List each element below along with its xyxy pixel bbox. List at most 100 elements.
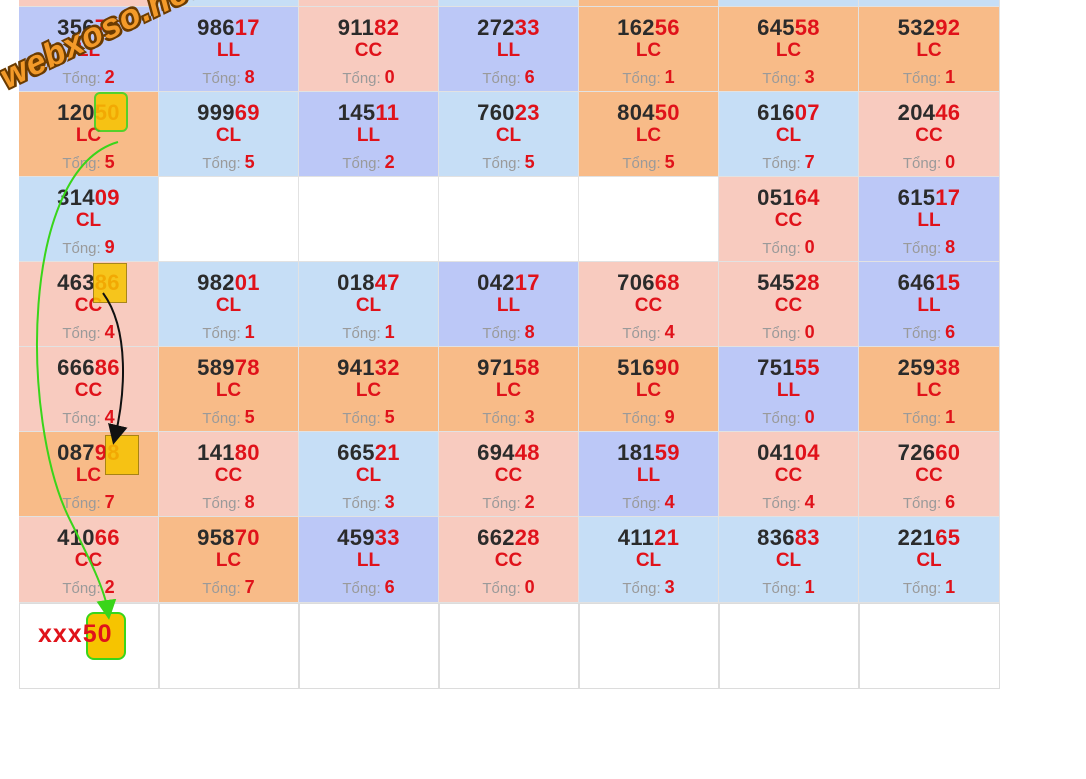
top-strip-cell <box>719 0 859 7</box>
total-label: Tổng: <box>482 410 521 427</box>
result-number: 14511 <box>299 100 438 126</box>
result-cell: 61517 LL Tổng: 8 <box>859 177 1000 262</box>
empty-cell <box>159 177 299 262</box>
total-line: Tổng: 5 <box>159 407 298 428</box>
result-cell: 64558 LC Tổng: 3 <box>719 7 859 92</box>
result-cell: 98617 LL Tổng: 8 <box>159 7 299 92</box>
result-cell: 80450 LC Tổng: 5 <box>579 92 719 177</box>
empty-cell <box>439 177 579 262</box>
total-value: 0 <box>524 577 535 597</box>
result-number: 27233 <box>439 15 578 41</box>
result-cell: 41121 CL Tổng: 3 <box>579 517 719 603</box>
total-line: Tổng: 8 <box>439 322 578 343</box>
number-suffix: 48 <box>514 440 540 465</box>
total-label: Tổng: <box>482 155 521 172</box>
result-cell: 66228 CC Tổng: 0 <box>439 517 579 603</box>
number-prefix: 694 <box>477 440 515 465</box>
parity-type: LC <box>916 380 942 401</box>
parity-type: LL <box>917 210 941 231</box>
empty-cell <box>439 603 579 689</box>
result-number: 18159 <box>579 440 718 466</box>
result-number: 70668 <box>579 270 718 296</box>
number-prefix: 666 <box>57 355 95 380</box>
total-label: Tổng: <box>342 70 381 87</box>
total-value: 8 <box>244 492 255 512</box>
total-line: Tổng: 2 <box>19 67 158 88</box>
result-cell: 14511 LL Tổng: 2 <box>299 92 439 177</box>
parity-type: CC <box>214 465 243 486</box>
prediction-digits: 50 <box>82 620 113 648</box>
total-line: Tổng: 3 <box>579 577 718 598</box>
number-prefix: 221 <box>897 525 936 550</box>
total-value: 5 <box>104 152 115 172</box>
total-value: 4 <box>664 492 675 512</box>
number-prefix: 042 <box>477 270 515 295</box>
number-suffix: 11 <box>375 100 400 125</box>
result-cell: 04217 LL Tổng: 8 <box>439 262 579 347</box>
number-prefix: 162 <box>617 15 655 40</box>
parity-type: LL <box>356 550 381 571</box>
total-label: Tổng: <box>902 410 942 427</box>
result-number: 01847 <box>299 270 438 296</box>
number-prefix: 459 <box>337 525 375 550</box>
total-value: 8 <box>945 237 956 257</box>
total-value: 6 <box>524 67 535 87</box>
parity-type: LC <box>75 125 102 146</box>
total-value: 1 <box>945 67 956 87</box>
total-line: Tổng: 2 <box>19 577 158 598</box>
number-suffix: 23 <box>514 100 540 125</box>
total-line: Tổng: 4 <box>579 322 718 343</box>
result-number: 35675 <box>19 15 158 41</box>
parity-type: LL <box>776 380 801 401</box>
number-prefix: 545 <box>757 270 795 295</box>
total-label: Tổng: <box>622 155 661 172</box>
result-number: 69448 <box>439 440 578 466</box>
total-label: Tổng: <box>482 495 521 512</box>
result-number: 66686 <box>19 355 158 381</box>
parity-type: LC <box>355 380 382 401</box>
total-line: Tổng: 4 <box>19 322 158 343</box>
total-value: 3 <box>804 67 815 87</box>
parity-type: CL <box>215 295 242 316</box>
number-suffix: 46 <box>935 100 961 125</box>
result-cell: 18159 LL Tổng: 4 <box>579 432 719 517</box>
total-line: Tổng: 1 <box>579 67 718 88</box>
result-cell: 05164 CC Tổng: 0 <box>719 177 859 262</box>
result-cell: 54528 CC Tổng: 0 <box>719 262 859 347</box>
result-cell: 98201 CL Tổng: 1 <box>159 262 299 347</box>
total-line: Tổng: 4 <box>719 492 858 513</box>
number-suffix: 04 <box>794 440 820 465</box>
result-number: 75155 <box>719 355 858 381</box>
number-prefix: 410 <box>57 525 95 550</box>
result-cell: 70668 CC Tổng: 4 <box>579 262 719 347</box>
number-prefix: 141 <box>197 440 235 465</box>
result-cell: 45933 LL Tổng: 6 <box>299 517 439 603</box>
total-value: 5 <box>244 407 255 427</box>
result-cell: 35675 LL Tổng: 2 <box>19 7 159 92</box>
total-label: Tổng: <box>762 70 801 87</box>
total-value: 4 <box>104 407 115 427</box>
result-number: 66228 <box>439 525 578 551</box>
result-cell: 76023 CL Tổng: 5 <box>439 92 579 177</box>
total-label: Tổng: <box>342 410 381 427</box>
top-strip-cell <box>19 0 159 7</box>
result-number: 04104 <box>719 440 858 466</box>
total-value: 5 <box>664 152 675 172</box>
total-line: Tổng: 4 <box>19 407 158 428</box>
total-value: 3 <box>524 407 535 427</box>
parity-type: CL <box>495 125 522 146</box>
total-line: Tổng: 0 <box>719 237 858 258</box>
result-number: 05164 <box>719 185 858 211</box>
total-value: 9 <box>664 407 675 427</box>
empty-cell <box>299 603 439 689</box>
total-label: Tổng: <box>902 240 942 257</box>
parity-type: LC <box>215 380 242 401</box>
result-number: 41066 <box>19 525 158 551</box>
total-value: 4 <box>104 322 115 342</box>
prediction-text: xxx50 <box>38 620 113 649</box>
empty-cell <box>579 603 719 689</box>
total-value: 3 <box>664 577 675 597</box>
parity-type: CC <box>774 465 803 486</box>
parity-type: LC <box>635 40 662 61</box>
total-label: Tổng: <box>62 240 101 257</box>
